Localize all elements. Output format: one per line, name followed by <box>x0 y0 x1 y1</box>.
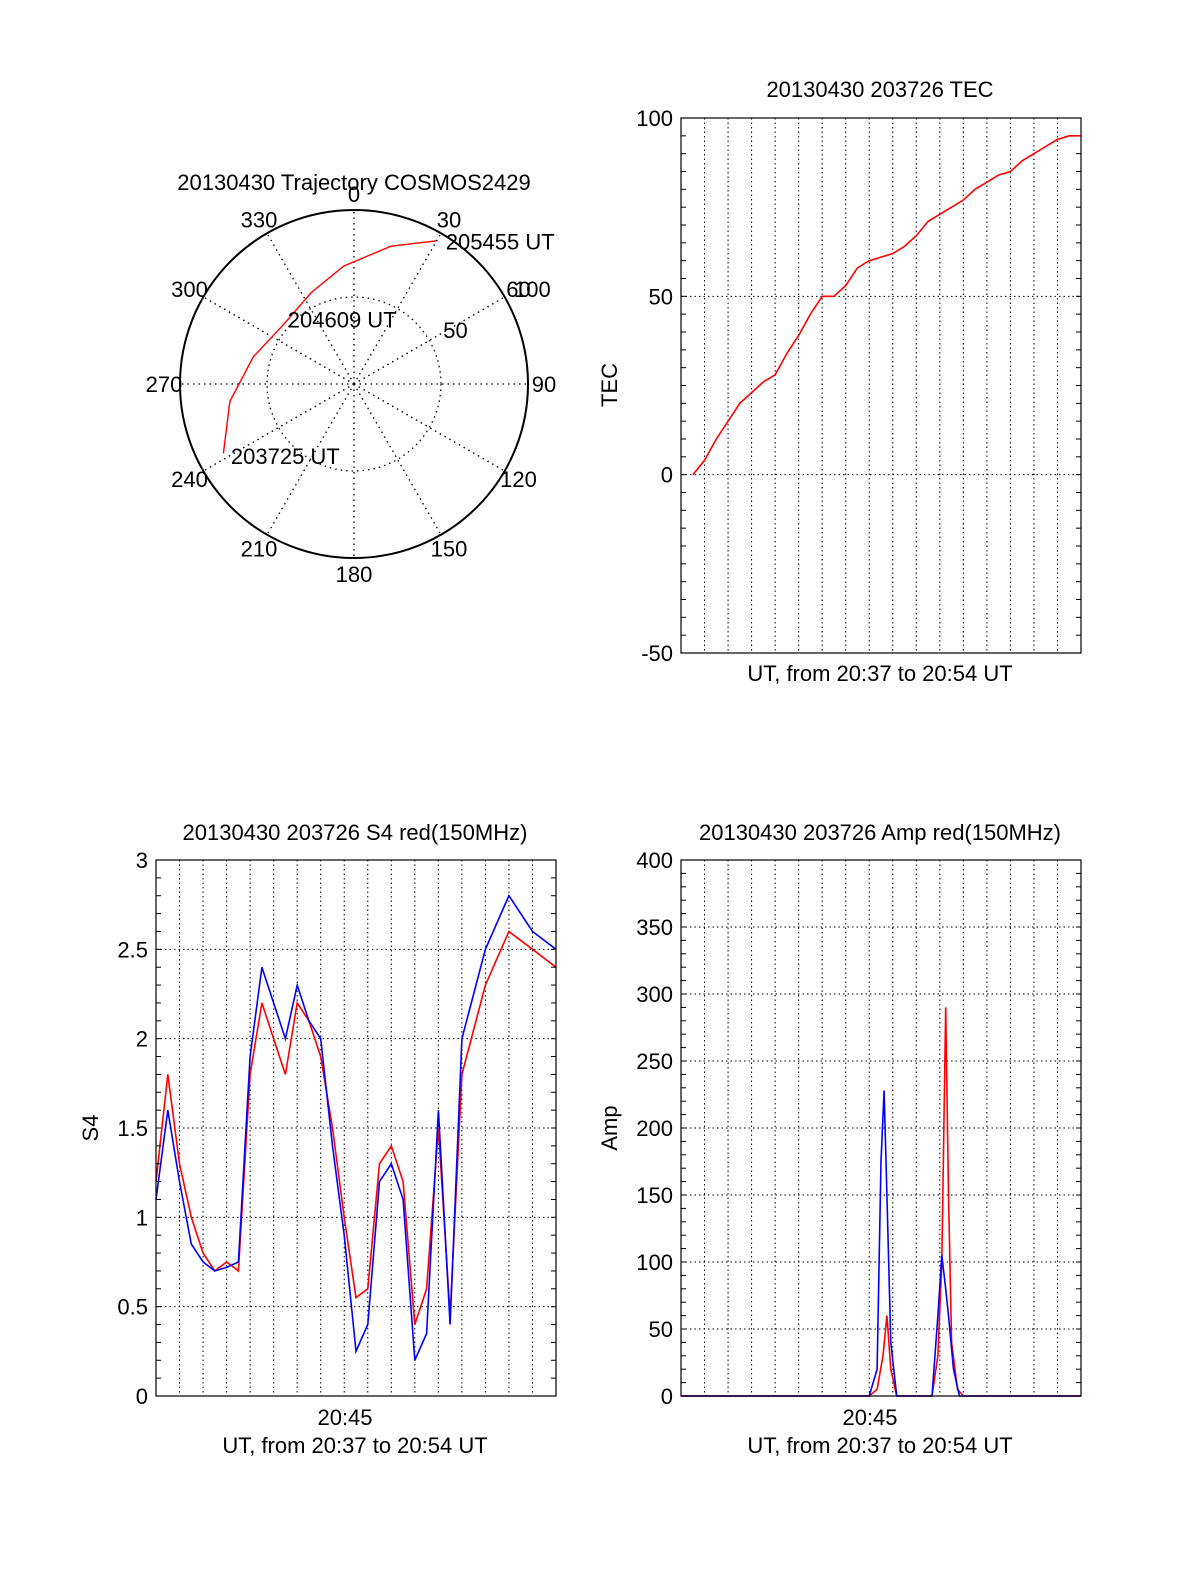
tec-ticks: -50 0 50 100 <box>636 106 1081 666</box>
y-tick-label: 0 <box>661 463 673 488</box>
s4-chart: 20130430 203726 S4 red(150MHz) 0 0.5 1 1.5 2… <box>78 820 557 1458</box>
s4-y-axis-label: S4 <box>78 1115 103 1142</box>
y-tick-label: 2 <box>136 1027 148 1052</box>
polar-angle-label: 210 <box>241 537 278 562</box>
polar-angle-label: 240 <box>171 467 208 492</box>
y-tick-label: 300 <box>636 982 673 1007</box>
polar-grid-spoke <box>353 232 442 385</box>
y-tick-label: 50 <box>649 284 673 309</box>
y-tick-label: 0.5 <box>117 1295 148 1320</box>
polar-grid <box>180 210 528 558</box>
polar-grid-spoke <box>202 296 355 385</box>
amp-chart: 20130430 203726 Amp red(150MHz) 0 50 100 15… <box>597 820 1082 1458</box>
amp-x-tick-label: 20:45 <box>842 1405 897 1430</box>
polar-grid-circle <box>266 296 442 472</box>
y-tick-label: -50 <box>641 641 673 666</box>
polar-grid-spoke <box>353 383 442 536</box>
tec-grid <box>681 118 1081 653</box>
y-tick-label: 200 <box>636 1116 673 1141</box>
amp-ticks: 0 50 100 150 200 250 300 350 400 <box>636 848 1081 1409</box>
amp-x-axis-label: UT, from 20:37 to 20:54 UT <box>747 1433 1012 1458</box>
y-tick-label: 3 <box>136 848 148 873</box>
polar-trajectory-chart: 20130430 Trajectory COSMOS2429 0 30 60 90 12… <box>146 170 557 587</box>
red-series-line <box>681 1007 1081 1397</box>
amp-chart-title: 20130430 203726 Amp red(150MHz) <box>699 820 1061 845</box>
blue-series-line <box>155 894 557 1361</box>
polar-angle-label: 0 <box>348 182 360 207</box>
y-tick-label: 1.5 <box>117 1116 148 1141</box>
s4-x-tick-label: 20:45 <box>317 1405 372 1430</box>
polar-angle-label: 60 <box>506 277 530 302</box>
tec-x-axis-label: UT, from 20:37 to 20:54 UT <box>747 661 1012 686</box>
polar-series <box>222 240 437 454</box>
s4-series <box>155 894 557 1361</box>
y-tick-label: 1 <box>136 1205 148 1230</box>
tec-chart: 20130430 203726 TEC -50 0 50 100 UT, from 2… <box>597 77 1082 686</box>
y-tick-label: 2.5 <box>117 937 148 962</box>
polar-annotation: 204609 UT <box>288 307 397 332</box>
s4-ticks: 0 0.5 1 1.5 2 2.5 3 <box>117 848 556 1409</box>
y-tick-label: 100 <box>636 106 673 131</box>
polar-annotations: 205455 UT 204609 UT 203725 UT <box>231 229 555 468</box>
polar-radius-labels: 50 100 <box>443 277 550 343</box>
polar-angle-labels: 0 30 60 90 120 150 180 210 240 270 300 330 <box>146 182 557 587</box>
polar-trajectory-line <box>222 240 437 454</box>
polar-outer-circle <box>179 209 529 559</box>
polar-chart-title: 20130430 Trajectory COSMOS2429 <box>177 170 530 195</box>
y-tick-label: 100 <box>636 1250 673 1275</box>
polar-angle-label: 150 <box>431 537 468 562</box>
s4-plot-frame <box>155 859 557 1397</box>
tec-chart-title: 20130430 203726 TEC <box>766 77 993 102</box>
red-series-line <box>692 135 1081 476</box>
s4-x-axis-label: UT, from 20:37 to 20:54 UT <box>222 1433 487 1458</box>
polar-angle-label: 120 <box>500 467 537 492</box>
polar-annotation: 203725 UT <box>231 444 340 469</box>
y-tick-label: 150 <box>636 1183 673 1208</box>
y-tick-label: 50 <box>649 1317 673 1342</box>
polar-angle-label: 330 <box>241 207 278 232</box>
polar-angle-label: 180 <box>336 562 373 587</box>
polar-radius-label: 100 <box>514 277 551 302</box>
tec-plot-frame <box>680 117 1082 654</box>
polar-angle-label: 300 <box>171 277 208 302</box>
polar-radius-label: 50 <box>443 318 467 343</box>
amp-y-axis-label: Amp <box>597 1105 622 1150</box>
polar-angle-label: 90 <box>532 372 556 397</box>
polar-grid-spoke <box>353 296 506 385</box>
polar-angle-label: 30 <box>437 207 461 232</box>
tec-y-axis-label: TEC <box>597 363 622 407</box>
y-tick-label: 350 <box>636 915 673 940</box>
y-tick-label: 250 <box>636 1049 673 1074</box>
polar-grid-spoke <box>353 383 506 472</box>
polar-grid-spoke <box>266 383 355 536</box>
polar-grid-spoke <box>202 383 355 472</box>
y-tick-label: 0 <box>661 1384 673 1409</box>
s4-grid <box>156 860 556 1396</box>
y-tick-label: 400 <box>636 848 673 873</box>
y-tick-label: 0 <box>136 1384 148 1409</box>
amp-plot-frame <box>680 859 1082 1397</box>
tec-series <box>692 135 1081 476</box>
polar-angle-label: 270 <box>146 372 183 397</box>
s4-chart-title: 20130430 203726 S4 red(150MHz) <box>183 820 528 845</box>
polar-grid-spoke <box>266 232 355 385</box>
polar-annotation: 205455 UT <box>446 229 555 254</box>
